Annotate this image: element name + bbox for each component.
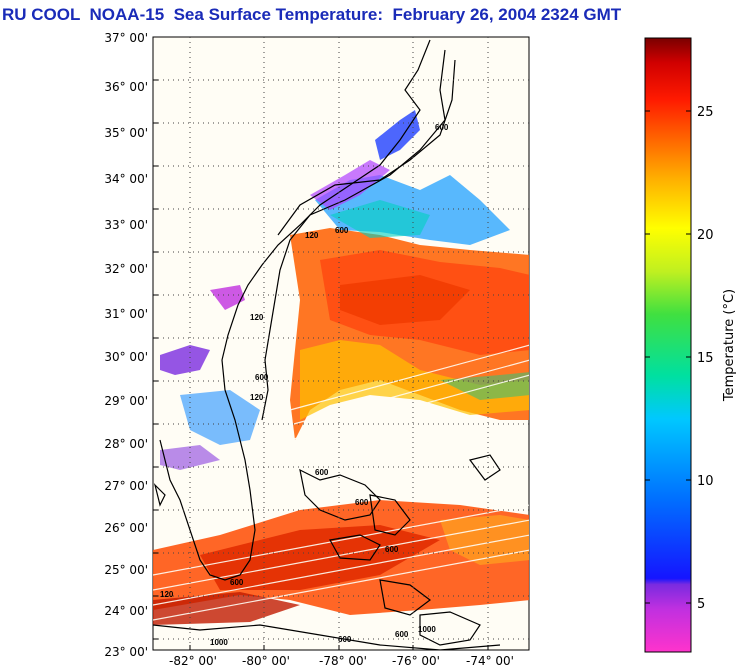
lat-label: 27° 00' (104, 479, 148, 493)
deep-contour (277, 59, 456, 236)
lat-label: 34° 00' (104, 172, 148, 186)
svg-text:120: 120 (160, 590, 174, 599)
svg-text:1000: 1000 (418, 625, 436, 634)
lat-label: 36° 00' (104, 80, 148, 94)
lat-label: 29° 00' (104, 394, 148, 408)
svg-text:600: 600 (355, 498, 369, 507)
lat-label: 35° 00' (104, 126, 148, 140)
lat-label: 32° 00' (104, 262, 148, 276)
svg-text:120: 120 (250, 393, 264, 402)
lat-label: 37° 00' (104, 31, 148, 45)
lon-label: -82° 00' (169, 654, 217, 668)
lon-label: -80° 00' (242, 654, 290, 668)
lon-label: -74° 00' (466, 654, 514, 668)
cuba-outline (153, 624, 501, 650)
lat-label: 24° 00' (104, 604, 148, 618)
svg-text:600: 600 (335, 226, 349, 235)
svg-text:600: 600 (230, 578, 244, 587)
lat-label: 30° 00' (104, 350, 148, 364)
colorbar-tick: 5 (697, 597, 705, 612)
svg-text:120: 120 (305, 231, 319, 240)
lat-label: 33° 00' (104, 218, 148, 232)
lat-label: 23° 00' (104, 645, 148, 659)
lat-label: 28° 00' (104, 437, 148, 451)
coastline (153, 39, 501, 650)
svg-text:600: 600 (395, 630, 409, 639)
lon-label: -76° 00' (392, 654, 440, 668)
colorbar-tick: 20 (697, 228, 714, 243)
sst-data-layer (153, 110, 529, 625)
colorbar-scale (644, 37, 692, 653)
latitude-labels: 37° 00' 36° 00' 35° 00' 34° 00' 33° 00' … (104, 31, 148, 659)
graticule (153, 37, 529, 650)
svg-text:600: 600 (435, 123, 449, 132)
colorbar-tick: 25 (697, 105, 714, 120)
colorbar-tick: 15 (697, 351, 714, 366)
svg-text:600: 600 (338, 635, 352, 644)
map-title: RU COOL NOAA-15 Sea Surface Temperature:… (2, 5, 622, 24)
bahamas-outline (299, 468, 381, 521)
axis-ticks (153, 36, 489, 650)
svg-text:600: 600 (255, 373, 269, 382)
shelf-contour (261, 49, 446, 421)
lat-label: 26° 00' (104, 521, 148, 535)
svg-text:120: 120 (250, 313, 264, 322)
lat-label: 31° 00' (104, 307, 148, 321)
colorbar-title: Temperature (°C) (722, 289, 737, 402)
lon-label: -78° 00' (319, 654, 367, 668)
longitude-labels: -82° 00' -80° 00' -78° 00' -76° 00' -74°… (169, 654, 514, 668)
colorbar: 25 20 15 10 5 Temperature (°C) (644, 37, 737, 653)
map-content: 600 120 600 120 600 120 600 600 600 120 … (153, 39, 529, 650)
colorbar-tick: 10 (697, 474, 714, 489)
svg-text:1000: 1000 (210, 638, 228, 647)
contour-labels: 600 120 600 120 600 120 600 600 600 120 … (160, 123, 449, 647)
lat-label: 25° 00' (104, 563, 148, 577)
svg-text:600: 600 (385, 545, 399, 554)
svg-text:600: 600 (315, 468, 329, 477)
east-coast-outline (159, 39, 431, 581)
